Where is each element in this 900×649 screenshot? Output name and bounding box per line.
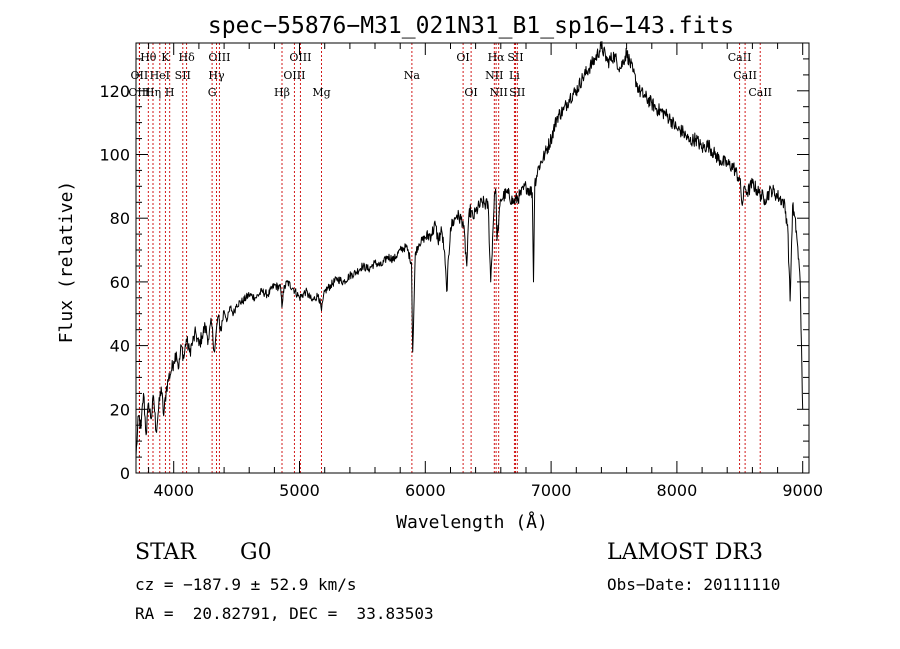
marker-label-12: Hγ bbox=[208, 69, 225, 82]
marker-label-26: SII bbox=[509, 86, 525, 99]
x-tick-label-7000: 7000 bbox=[531, 481, 572, 500]
x-tick-label-9000: 9000 bbox=[782, 481, 823, 500]
marker-label-0: Hθ bbox=[140, 51, 157, 64]
marker-label-21: G bbox=[208, 86, 217, 99]
y-tick-label-40: 40 bbox=[110, 337, 130, 356]
marker-label-10: HeI bbox=[150, 69, 170, 82]
redshift-cz: cz = −187.9 ± 52.9 km/s bbox=[135, 575, 357, 594]
x-tick-label-8000: 8000 bbox=[657, 481, 698, 500]
ra-dec: RA = 20.82791, DEC = 33.83503 bbox=[135, 604, 434, 623]
observation-date: Obs−Date: 20111110 bbox=[607, 575, 781, 594]
y-tick-label-80: 80 bbox=[110, 209, 130, 228]
marker-label-18: OIII bbox=[128, 86, 150, 99]
marker-label-2: Hδ bbox=[178, 51, 195, 64]
marker-label-3: OIII bbox=[208, 51, 230, 64]
y-tick-label-100: 100 bbox=[99, 146, 130, 165]
y-tick-label-120: 120 bbox=[99, 82, 130, 101]
marker-label-6: Hα bbox=[488, 51, 506, 64]
y-axis: 0 20 40 60 80 100 120 bbox=[99, 58, 809, 483]
y-tick-label-60: 60 bbox=[110, 273, 130, 292]
y-axis-label: Flux (relative) bbox=[56, 181, 77, 344]
marker-label-23: Mg bbox=[312, 86, 330, 99]
y-tick-label-0: 0 bbox=[120, 464, 130, 483]
marker-label-25: NII bbox=[490, 86, 508, 99]
object-subclass: G0 bbox=[240, 540, 272, 565]
marker-label-14: Na bbox=[404, 69, 421, 82]
chart-title: spec−55876−M31_021N31_B1_sp16−143.fits bbox=[208, 13, 734, 39]
x-axis-label: Wavelength (Å) bbox=[396, 511, 548, 533]
marker-label-20: H bbox=[165, 86, 175, 99]
spectrum-line bbox=[135, 41, 804, 458]
x-tick-label-4000: 4000 bbox=[153, 481, 194, 500]
object-class: STAR bbox=[135, 540, 196, 565]
marker-label-13: OIII bbox=[283, 69, 305, 82]
survey-name: LAMOST DR3 bbox=[607, 540, 763, 565]
spectrum-series bbox=[135, 41, 804, 458]
marker-label-11: SII bbox=[175, 69, 191, 82]
plot-frame bbox=[135, 42, 810, 474]
marker-label-4: OIII bbox=[289, 51, 311, 64]
y-tick-label-20: 20 bbox=[110, 400, 130, 419]
x-tick-label-5000: 5000 bbox=[279, 481, 320, 500]
marker-label-15: NII bbox=[485, 69, 503, 82]
marker-label-5: OI bbox=[456, 51, 469, 64]
x-axis: 4000 5000 6000 7000 8000 9000 bbox=[148, 43, 823, 500]
marker-label-1: K bbox=[161, 51, 170, 64]
marker-label-19: Hη bbox=[145, 86, 161, 99]
marker-label-7: SII bbox=[507, 51, 523, 64]
marker-label-22: Hβ bbox=[274, 86, 290, 99]
x-tick-label-6000: 6000 bbox=[405, 481, 446, 500]
marker-label-16: Li bbox=[509, 69, 520, 82]
marker-label-8: CaII bbox=[728, 51, 752, 64]
marker-label-24: OI bbox=[464, 86, 477, 99]
marker-label-17: CaII bbox=[733, 69, 757, 82]
marker-label-27: CaII bbox=[748, 86, 772, 99]
